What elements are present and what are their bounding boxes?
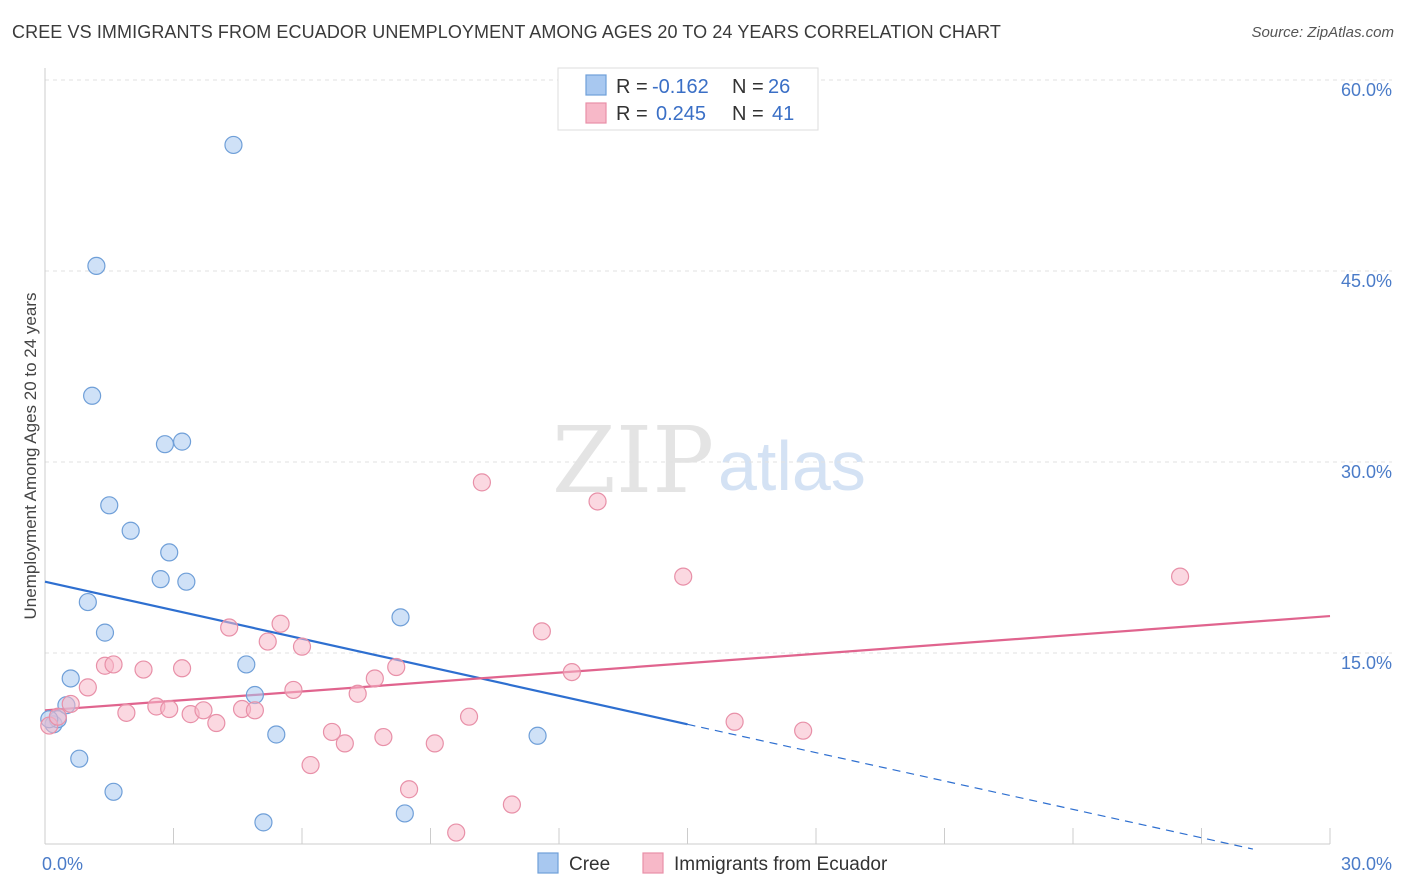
bottom-legend-label-cree: Cree (569, 854, 610, 875)
point-ecuador (258, 632, 277, 651)
point-ecuador (725, 712, 744, 731)
legend-swatch-cree (585, 74, 607, 96)
point-ecuador (335, 734, 354, 753)
point-ecuador (794, 721, 813, 740)
legend-r-value-cree: -0.162 (652, 76, 709, 98)
point-cree (395, 804, 414, 823)
legend-n-label-ecuador: N = (732, 103, 764, 125)
point-ecuador (292, 637, 312, 656)
point-cree (245, 685, 264, 705)
point-cree (121, 521, 140, 540)
source-label: Source: ZipAtlas.com (1251, 24, 1394, 41)
point-ecuador (78, 678, 97, 697)
point-ecuador (459, 707, 479, 726)
bottom-legend-swatch-cree (537, 852, 559, 874)
legend-n-value-ecuador: 41 (772, 103, 794, 125)
legend-r-value-ecuador: 0.245 (656, 103, 706, 125)
point-cree (391, 608, 410, 627)
x-tick-label-max: 30.0% (1341, 854, 1392, 874)
point-ecuador (172, 659, 192, 678)
legend-n-label-cree: N = (732, 76, 764, 98)
watermark-zip: ZIP (552, 407, 714, 514)
y-tick-label: 60.0% (1341, 80, 1392, 100)
point-ecuador (425, 734, 444, 753)
point-ecuador (322, 722, 342, 742)
point-ecuador (284, 680, 303, 700)
legend-r-label-cree: R = (616, 76, 648, 98)
point-ecuador (588, 492, 607, 511)
trend-line-cree (44, 580, 688, 726)
legend-swatch-ecuador (585, 102, 607, 124)
point-ecuador (245, 701, 264, 720)
point-ecuador (271, 614, 290, 633)
bottom-legend-label-ecuador: Immigrants from Ecuador (674, 854, 888, 875)
point-cree (528, 726, 547, 745)
watermark-atlas: atlas (718, 427, 866, 505)
point-cree (237, 655, 256, 674)
x-tick-label-min: 0.0% (42, 854, 83, 874)
point-ecuador (104, 655, 123, 674)
point-cree (61, 669, 80, 688)
point-ecuador (348, 684, 367, 703)
gridlines (45, 79, 1392, 654)
point-ecuador (387, 657, 406, 677)
point-ecuador (134, 660, 153, 679)
point-ecuador (374, 727, 393, 747)
point-cree (267, 725, 286, 744)
data-points (40, 135, 1190, 842)
point-cree (224, 135, 243, 155)
point-cree (83, 386, 102, 405)
point-ecuador (674, 567, 693, 586)
point-cree (78, 592, 97, 612)
point-ecuador (472, 473, 491, 492)
point-ecuador (61, 694, 80, 714)
y-tick-label: 15.0% (1341, 653, 1392, 673)
point-ecuador (1170, 567, 1190, 586)
point-cree (87, 256, 106, 276)
point-cree (100, 496, 119, 515)
point-cree (151, 570, 170, 589)
point-cree (172, 432, 192, 451)
point-cree (104, 782, 123, 801)
point-cree (155, 435, 175, 454)
legend-r-label-ecuador: R = (616, 103, 648, 125)
point-ecuador (562, 662, 581, 682)
legend-n-value-cree: 26 (768, 76, 790, 98)
point-ecuador (160, 699, 179, 719)
point-ecuador (532, 622, 551, 641)
point-cree (254, 813, 273, 832)
point-ecuador (117, 703, 136, 722)
point-ecuador (220, 618, 239, 637)
bottom-legend-swatch-ecuador (642, 852, 664, 874)
bottom-legend: Cree Immigrants from Ecuador (537, 852, 888, 875)
point-cree (177, 572, 196, 591)
trend-line-cree-extension (687, 723, 1254, 850)
point-ecuador (207, 713, 226, 733)
point-ecuador (502, 795, 521, 814)
legend-box: R = -0.162 N = 26 R = 0.245 N = 41 (557, 67, 819, 131)
y-axis-label: Unemployment Among Ages 20 to 24 years (21, 293, 40, 620)
point-ecuador (301, 755, 320, 775)
point-cree (95, 623, 115, 642)
point-ecuador (399, 780, 419, 799)
point-cree (70, 749, 89, 768)
y-tick-label: 45.0% (1341, 271, 1392, 291)
chart-title: CREE VS IMMIGRANTS FROM ECUADOR UNEMPLOY… (12, 22, 1001, 42)
y-tick-label: 30.0% (1341, 462, 1392, 482)
axes: 15.0% 30.0% 45.0% 60.0% 0.0% 30.0% (42, 68, 1392, 874)
point-ecuador (365, 669, 384, 688)
point-ecuador (447, 823, 466, 842)
point-ecuador (48, 707, 67, 726)
point-cree (160, 543, 179, 562)
point-ecuador (194, 701, 213, 720)
